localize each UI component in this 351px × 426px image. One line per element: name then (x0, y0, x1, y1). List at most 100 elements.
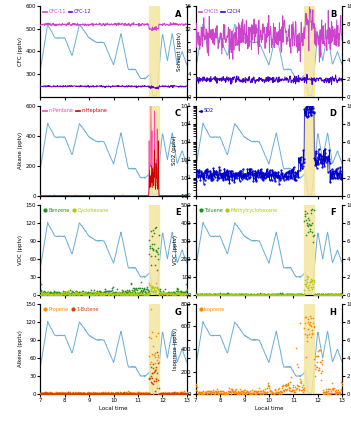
Point (282, 291, 288, 298)
Point (126, 390, 131, 397)
Point (309, 331, 314, 337)
Point (114, 389, 119, 396)
Point (298, 291, 304, 298)
Point (133, 390, 138, 397)
Point (133, 285, 138, 292)
Point (144, 390, 150, 397)
Point (318, 291, 323, 298)
Point (249, 390, 255, 397)
Point (113, 288, 119, 295)
Point (110, 291, 115, 298)
Point (276, 291, 282, 298)
Point (51, 390, 57, 397)
Point (208, 390, 214, 397)
Point (302, 324, 307, 331)
Point (63, 391, 69, 397)
Point (134, 290, 140, 296)
Point (152, 288, 158, 295)
Point (263, 291, 269, 298)
Point (271, 291, 276, 298)
Point (331, 291, 337, 298)
Point (50, 390, 56, 397)
Point (334, 291, 340, 298)
Point (90, 288, 96, 295)
Point (97, 390, 103, 397)
Point (73, 390, 78, 397)
Point (260, 388, 266, 394)
Point (139, 290, 144, 297)
Point (238, 387, 244, 394)
Point (78, 390, 83, 397)
Point (195, 291, 200, 298)
Point (157, 290, 162, 296)
Point (225, 391, 231, 397)
Point (231, 388, 236, 395)
Point (71, 291, 77, 298)
Point (311, 207, 317, 214)
Point (203, 291, 208, 298)
Point (317, 291, 322, 298)
Point (112, 291, 118, 298)
Point (302, 281, 308, 288)
Point (77, 290, 82, 296)
Point (339, 291, 344, 298)
Point (273, 291, 279, 298)
Point (230, 291, 236, 298)
Point (193, 291, 199, 297)
Point (323, 291, 329, 298)
Point (86, 390, 92, 397)
Point (42, 390, 47, 397)
Point (67, 390, 73, 397)
Point (269, 389, 275, 396)
Point (223, 291, 229, 298)
Point (311, 291, 317, 298)
Point (298, 291, 304, 298)
Point (311, 291, 317, 298)
Point (51, 291, 56, 297)
Point (223, 291, 228, 298)
Point (285, 291, 290, 298)
Point (166, 288, 171, 295)
Point (136, 390, 141, 397)
Point (247, 291, 253, 298)
Point (115, 291, 120, 298)
Point (136, 390, 142, 397)
Point (81, 291, 86, 297)
Point (337, 291, 343, 298)
Point (237, 291, 243, 298)
Point (61, 390, 66, 397)
Point (266, 291, 272, 298)
Point (320, 391, 326, 397)
Point (214, 389, 219, 396)
Point (252, 291, 258, 298)
Point (184, 391, 190, 397)
Point (67, 290, 72, 297)
Point (227, 291, 233, 297)
Point (107, 390, 112, 397)
Point (106, 291, 111, 298)
Point (251, 387, 257, 394)
Point (265, 291, 271, 298)
Point (91, 390, 97, 397)
Point (174, 289, 180, 296)
Point (150, 240, 155, 247)
Point (120, 291, 126, 297)
Point (53, 291, 58, 298)
Point (262, 291, 268, 298)
Point (62, 391, 68, 397)
Point (232, 291, 238, 298)
Legend: n-Pentane, n-Heptane: n-Pentane, n-Heptane (41, 106, 109, 115)
Point (283, 383, 289, 389)
Point (338, 291, 344, 298)
Point (82, 390, 88, 397)
Point (93, 389, 99, 396)
Point (240, 391, 245, 397)
Point (179, 391, 185, 397)
Point (325, 291, 331, 298)
Point (171, 391, 177, 397)
Point (53, 390, 59, 397)
Point (122, 390, 128, 397)
Point (140, 390, 145, 397)
Point (68, 291, 73, 297)
Point (133, 285, 139, 291)
